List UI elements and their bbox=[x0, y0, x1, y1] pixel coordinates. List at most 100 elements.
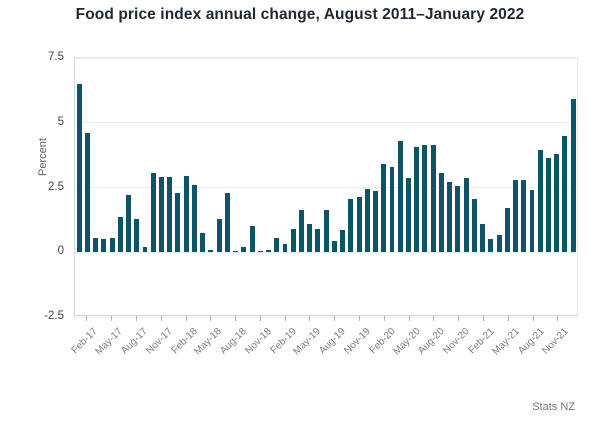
bar-month-30 bbox=[323, 209, 329, 253]
bar-month-4 bbox=[109, 238, 115, 253]
bar-month-20 bbox=[241, 247, 247, 253]
bar-month-23 bbox=[266, 249, 271, 253]
bar-slot bbox=[281, 58, 289, 253]
bar-month-11 bbox=[167, 177, 173, 253]
bar-slot bbox=[264, 58, 272, 253]
bar-month-27 bbox=[298, 209, 304, 253]
x-tick bbox=[557, 316, 559, 321]
bar-slot bbox=[553, 58, 561, 253]
bar-month-43 bbox=[430, 144, 436, 253]
bar-month-56 bbox=[537, 149, 543, 253]
bar-month-42 bbox=[422, 144, 428, 253]
bar-slot bbox=[421, 58, 429, 253]
bar-month-17 bbox=[216, 218, 222, 253]
bar-month-55 bbox=[529, 190, 535, 253]
x-tick bbox=[86, 316, 88, 321]
bar-slot bbox=[355, 58, 363, 253]
bar-slot bbox=[404, 58, 412, 253]
bar-slot bbox=[100, 58, 108, 253]
bar-slot bbox=[116, 58, 124, 253]
bar-month-28 bbox=[307, 223, 313, 253]
bar-month-26 bbox=[290, 228, 296, 253]
bar-slot bbox=[297, 58, 305, 253]
bar-series bbox=[75, 58, 577, 253]
bar-month-54 bbox=[521, 179, 527, 253]
bar-month-57 bbox=[546, 157, 551, 253]
bar-month-60 bbox=[570, 99, 576, 253]
x-tick bbox=[259, 316, 261, 321]
x-tick bbox=[532, 316, 534, 321]
bar-slot bbox=[231, 58, 239, 253]
x-tick bbox=[160, 316, 162, 321]
bar-slot bbox=[437, 58, 445, 253]
bar-month-51 bbox=[496, 235, 502, 253]
bar-month-18 bbox=[224, 192, 230, 253]
bar-slot bbox=[314, 58, 322, 253]
bar-slot bbox=[322, 58, 330, 253]
bar-month-41 bbox=[414, 147, 420, 253]
bar-month-0 bbox=[76, 83, 82, 253]
bar-slot bbox=[487, 58, 495, 253]
bar-slot bbox=[511, 58, 519, 253]
bar-slot bbox=[306, 58, 314, 253]
x-tick bbox=[433, 316, 435, 321]
bar-slot bbox=[223, 58, 231, 253]
x-tick-label: Nov-20 bbox=[441, 326, 472, 357]
bar-month-49 bbox=[480, 223, 486, 253]
bar-month-6 bbox=[126, 195, 131, 253]
x-tick bbox=[507, 316, 509, 321]
x-tick bbox=[210, 316, 212, 321]
x-tick-label: Aug-21 bbox=[515, 326, 547, 357]
x-tick-label: Aug-19 bbox=[317, 326, 349, 357]
bar-slot bbox=[174, 58, 182, 253]
bar-slot bbox=[388, 58, 396, 253]
x-tick-label: Aug-20 bbox=[416, 326, 448, 357]
bar-month-35 bbox=[364, 188, 370, 253]
gridline-5 bbox=[75, 122, 577, 124]
y-tick-label: 7.5 bbox=[48, 51, 64, 63]
x-tick bbox=[383, 316, 385, 321]
x-tick-label: May-17 bbox=[93, 326, 125, 358]
bar-month-33 bbox=[348, 199, 354, 253]
bar-slot bbox=[91, 58, 99, 253]
x-tick bbox=[135, 316, 137, 321]
bar-slot bbox=[83, 58, 91, 253]
bar-slot bbox=[157, 58, 165, 253]
bar-slot bbox=[133, 58, 141, 253]
bar-month-8 bbox=[142, 247, 148, 253]
bar-month-40 bbox=[406, 178, 411, 253]
bar-slot bbox=[561, 58, 569, 253]
bar-slot bbox=[141, 58, 149, 253]
bar-slot bbox=[454, 58, 462, 253]
bar-slot bbox=[536, 58, 544, 253]
x-tick-label: Nov-18 bbox=[243, 326, 274, 357]
bar-slot bbox=[215, 58, 223, 253]
bar-month-16 bbox=[208, 249, 214, 253]
bar-month-14 bbox=[191, 184, 197, 253]
bar-slot bbox=[149, 58, 157, 253]
bar-month-10 bbox=[158, 177, 164, 253]
bar-slot bbox=[429, 58, 437, 253]
x-tick bbox=[359, 316, 361, 321]
bar-month-58 bbox=[554, 153, 560, 253]
bar-month-2 bbox=[93, 238, 99, 253]
bar-slot bbox=[413, 58, 421, 253]
attribution-label: Stats NZ bbox=[532, 401, 575, 413]
bar-slot bbox=[363, 58, 371, 253]
gridline-7.5 bbox=[75, 57, 577, 59]
bar-month-34 bbox=[356, 196, 362, 253]
bar-month-50 bbox=[488, 239, 494, 253]
bar-month-46 bbox=[455, 186, 461, 253]
x-tick bbox=[458, 316, 460, 321]
y-tick-label: 2.5 bbox=[48, 180, 64, 193]
plot-area bbox=[74, 57, 578, 318]
bar-slot bbox=[446, 58, 454, 253]
x-tick-label: Aug-18 bbox=[218, 326, 249, 357]
x-tick bbox=[482, 316, 484, 321]
bar-slot bbox=[396, 58, 404, 253]
x-tick-label: Aug-17 bbox=[119, 326, 150, 357]
bar-month-31 bbox=[331, 240, 337, 253]
bar-slot bbox=[339, 58, 347, 253]
x-tick bbox=[185, 316, 187, 321]
